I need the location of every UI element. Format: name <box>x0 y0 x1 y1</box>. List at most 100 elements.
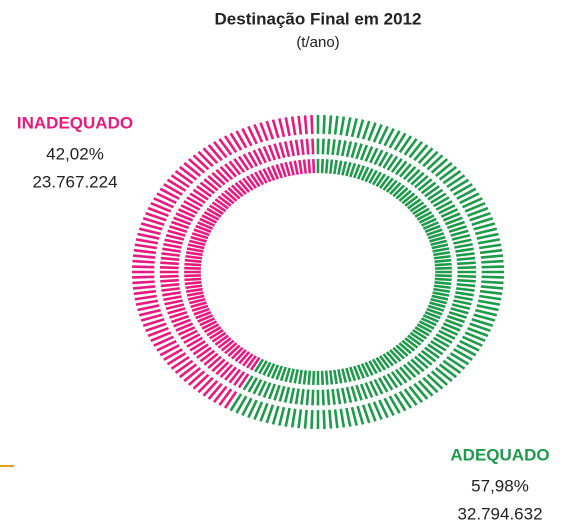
slice-tick <box>247 125 258 145</box>
slice-tick <box>271 364 280 379</box>
slice-tick <box>373 149 384 166</box>
slice-tick <box>393 132 407 151</box>
slice-tick <box>297 115 303 135</box>
slice-tick <box>469 322 491 333</box>
slice-tick <box>247 151 258 167</box>
slice-tick <box>159 187 180 200</box>
slice-tick <box>275 365 284 380</box>
slice-tick <box>310 115 314 134</box>
slice-tick <box>169 311 188 319</box>
slice-tick <box>322 115 326 134</box>
slice-tick <box>451 233 471 241</box>
slice-tick <box>328 370 334 385</box>
slice-tick <box>373 378 384 395</box>
slice-tick <box>364 361 374 376</box>
slice-tick <box>324 370 329 385</box>
slice-tick <box>132 275 155 279</box>
slice-tick <box>233 158 246 173</box>
slice-tick <box>132 259 155 264</box>
slice-tick <box>448 225 467 233</box>
slice-tick <box>207 144 223 162</box>
slice-tick <box>392 346 406 360</box>
slice-tick <box>135 299 159 306</box>
slice-tick <box>241 397 253 417</box>
slice-tick <box>207 175 222 189</box>
slice-tick <box>215 168 230 183</box>
slice-tick <box>184 262 202 267</box>
slice-tick <box>446 220 466 230</box>
slice-tick <box>386 373 399 389</box>
slice-tick <box>238 179 251 193</box>
slice-tick <box>298 369 303 385</box>
slice-tick <box>279 366 287 382</box>
slice-tick <box>322 410 326 429</box>
slice-tick <box>440 326 459 336</box>
slice-tick <box>321 138 325 155</box>
slice-tick <box>202 379 219 397</box>
slice-tick <box>412 204 428 215</box>
slice-tick <box>479 248 503 255</box>
slice-tick <box>364 382 374 398</box>
slice-tick <box>132 280 155 285</box>
slice-tick <box>409 331 425 343</box>
slice-tick <box>262 168 272 183</box>
slice-tick <box>184 277 202 282</box>
slice-tick <box>456 344 477 357</box>
slice-tick <box>476 304 499 312</box>
slice-tick <box>394 368 408 384</box>
slice-tick <box>401 339 416 352</box>
slice-tick <box>444 318 463 328</box>
slice-tick <box>449 352 470 366</box>
slice-tick <box>418 214 435 224</box>
slice-tick <box>451 303 471 311</box>
slice-tick <box>356 165 365 180</box>
slice-tick <box>379 175 391 189</box>
slice-tick <box>424 185 440 198</box>
slice-tick <box>395 344 409 357</box>
slice-tick <box>219 363 234 379</box>
slice-tick <box>403 388 418 406</box>
slice-tick <box>434 262 452 267</box>
slice-tick <box>340 140 347 157</box>
slice-tick <box>197 221 214 230</box>
slice-tick <box>203 210 220 221</box>
slice-tick <box>448 311 467 319</box>
slice-tick <box>438 204 456 215</box>
slice-tick <box>188 297 206 305</box>
slice-tick <box>195 224 212 233</box>
slice-tick <box>203 178 219 192</box>
slice-tick <box>199 217 216 227</box>
slice-tick <box>429 301 446 309</box>
slice-tick <box>266 166 276 181</box>
slice-tick <box>159 274 179 278</box>
slice-tick <box>429 235 446 243</box>
slice-tick <box>160 261 179 266</box>
slice-tick <box>454 295 473 302</box>
slice-tick <box>185 254 203 260</box>
slice-tick <box>132 285 156 290</box>
slice-tick <box>446 314 466 324</box>
slice-tick <box>408 385 424 403</box>
slice-tick <box>214 334 229 346</box>
slice-tick <box>312 370 316 386</box>
slice-tick <box>262 382 272 398</box>
slice-tick <box>187 243 205 250</box>
slice-tick <box>471 318 494 327</box>
slice-tick <box>412 329 428 340</box>
slice-tick <box>166 352 187 366</box>
slice-tick <box>178 363 198 379</box>
slice-tick <box>193 228 210 237</box>
slice-tick <box>333 159 338 175</box>
slice-tick <box>339 116 346 136</box>
slice-tick <box>147 326 169 338</box>
slice-tick <box>424 224 441 233</box>
slice-tick <box>311 138 315 155</box>
slice-tick <box>399 163 412 178</box>
slice-tick <box>442 212 461 222</box>
slice-tick <box>298 159 303 175</box>
slice-tick <box>237 155 250 171</box>
slice-tick <box>134 294 157 301</box>
slice-tick <box>289 140 296 157</box>
slice-tick <box>364 146 374 162</box>
slice-tick <box>333 369 338 385</box>
